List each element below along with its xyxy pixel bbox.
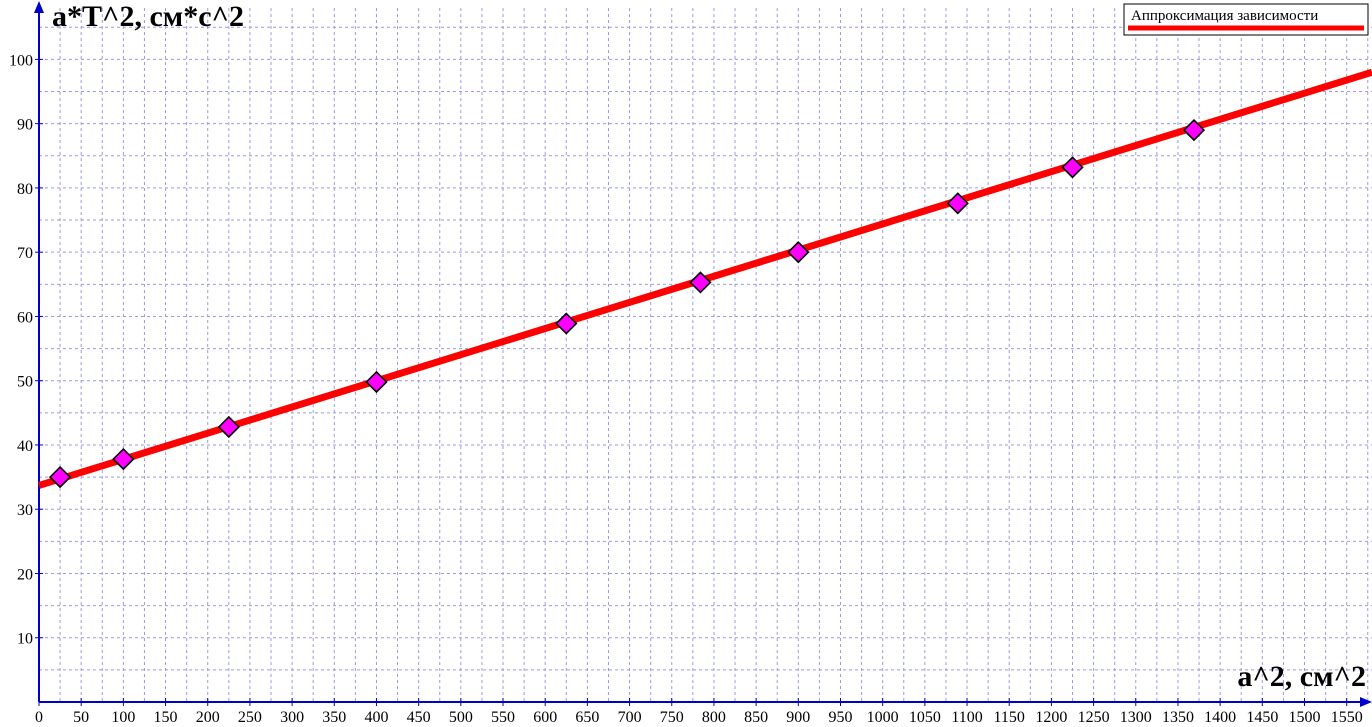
x-tick-label: 1250 xyxy=(1078,709,1110,726)
x-tick-label: 350 xyxy=(322,709,346,726)
data-point xyxy=(365,370,388,394)
data-point xyxy=(555,312,578,335)
y-tick-label: 80 xyxy=(17,181,33,198)
y-tick-label: 20 xyxy=(17,566,33,583)
x-tick-label: 1100 xyxy=(951,709,982,726)
data-point xyxy=(689,271,712,294)
x-tick-label: 700 xyxy=(618,709,642,726)
legend: Аппроксимация зависимости xyxy=(1123,3,1369,36)
x-tick-label: 1500 xyxy=(1289,709,1321,726)
data-point xyxy=(1182,118,1206,142)
axes xyxy=(34,1,1372,707)
legend-label: Аппроксимация зависимости xyxy=(1131,8,1318,24)
x-tick-label: 1200 xyxy=(1035,709,1067,726)
data-point xyxy=(112,447,135,471)
y-tick-label: 40 xyxy=(17,438,33,455)
y-tick-label: 30 xyxy=(17,502,33,519)
x-tick-label: 950 xyxy=(828,709,852,726)
y-tick-label: 100 xyxy=(9,52,33,69)
x-tick-label: 100 xyxy=(111,709,135,726)
data-point xyxy=(946,192,969,215)
y-axis-title: a*T^2, см*с^2 xyxy=(52,0,244,33)
x-tick-label: 400 xyxy=(364,709,388,726)
x-tick-label: 1450 xyxy=(1246,709,1278,726)
grid xyxy=(39,8,1372,702)
x-tick-label: 0 xyxy=(35,709,43,726)
x-tick-label: 200 xyxy=(196,709,220,726)
data-point xyxy=(1061,156,1084,179)
x-tick-label: 1300 xyxy=(1120,709,1152,726)
y-tick-label: 60 xyxy=(17,309,33,326)
x-tick-label: 900 xyxy=(786,709,810,726)
y-tick-label: 50 xyxy=(17,374,33,391)
x-tick-label: 150 xyxy=(154,709,178,726)
y-tick-label: 90 xyxy=(17,117,33,134)
x-tick-label: 600 xyxy=(533,709,557,726)
x-tick-label: 1150 xyxy=(994,709,1025,726)
x-tick-label: 750 xyxy=(660,709,684,726)
x-axis-title: a^2, см^2 xyxy=(1237,660,1366,693)
data-point xyxy=(48,465,72,489)
x-tick-label: 1400 xyxy=(1204,709,1236,726)
x-tick-label: 450 xyxy=(407,709,431,726)
x-tick-label: 500 xyxy=(449,709,473,726)
x-tick-label: 1350 xyxy=(1162,709,1194,726)
y-tick-label: 70 xyxy=(17,245,33,262)
x-tick-label: 850 xyxy=(744,709,768,726)
x-tick-label: 250 xyxy=(238,709,262,726)
x-tick-label: 1550 xyxy=(1331,709,1363,726)
x-tick-labels: 0 50 100 150 200 250 300 350 400 450 500 550 600 650 7… xyxy=(35,709,1363,726)
x-tick-label: 1050 xyxy=(909,709,941,726)
y-tick-labels: 10 20 30 40 50 60 70 80 90 100 xyxy=(9,52,33,647)
x-tick-label: 50 xyxy=(73,709,89,726)
x-tick-label: 1000 xyxy=(867,709,899,726)
y-tick-label: 10 xyxy=(17,631,33,648)
x-tick-label: 650 xyxy=(575,709,599,726)
x-tick-label: 300 xyxy=(280,709,304,726)
x-tick-label: 550 xyxy=(491,709,515,726)
data-point xyxy=(217,415,240,439)
x-axis-arrow xyxy=(1360,697,1372,707)
data-point xyxy=(787,241,810,264)
data-points xyxy=(48,118,1206,489)
x-tick-label: 800 xyxy=(702,709,726,726)
y-axis-arrow xyxy=(34,1,44,13)
